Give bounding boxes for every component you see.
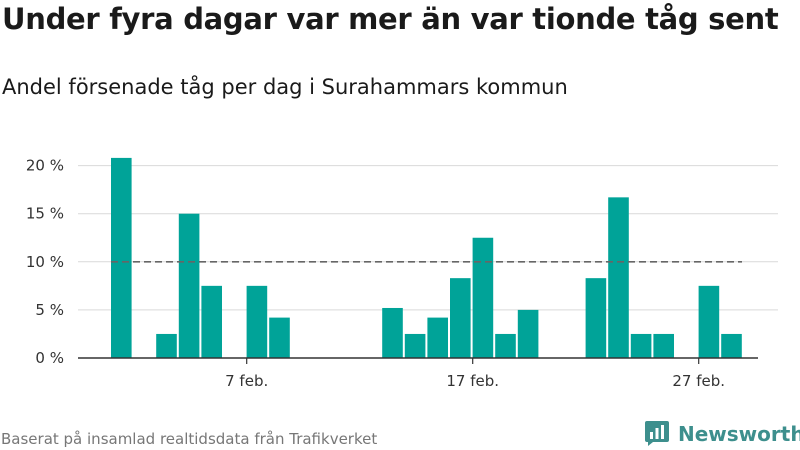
bar (653, 333, 674, 358)
bar (427, 317, 448, 358)
bar (382, 307, 403, 358)
bar (472, 237, 494, 358)
bar (450, 278, 471, 358)
bar (178, 213, 200, 358)
bar (156, 333, 177, 358)
bars (111, 157, 742, 358)
source-note: Baserat på insamlad realtidsdata från Tr… (1, 430, 378, 448)
y-tick-label: 5 % (35, 301, 64, 319)
y-axis-tick-labels: 0 % 5 % 10 % 15 % 20 % (26, 157, 64, 367)
bar (495, 333, 516, 358)
newsworthy-logo: Newsworthy (644, 420, 800, 447)
y-tick-label: 10 % (26, 253, 64, 271)
x-tick-label: 27 feb. (672, 372, 725, 390)
chart-title: Under fyra dagar var mer än var tionde t… (2, 2, 779, 36)
x-tick-label: 17 feb. (446, 372, 499, 390)
y-tick-label: 20 % (26, 157, 64, 175)
bar (269, 317, 290, 358)
bar (404, 333, 426, 358)
chart-subtitle: Andel försenade tåg per dag i Surahammar… (2, 75, 568, 99)
newsworthy-logo-text: Newsworthy (678, 421, 800, 446)
bar (630, 333, 652, 358)
bar (246, 285, 268, 358)
y-tick-label: 15 % (26, 205, 64, 223)
x-tick-label: 7 feb. (225, 372, 268, 390)
bar (698, 285, 720, 358)
newsworthy-logo-icon (645, 421, 669, 446)
bar (721, 333, 742, 358)
bar (517, 309, 539, 358)
x-axis-ticks: 7 feb. 17 feb. 27 feb. (225, 358, 725, 390)
y-tick-label: 0 % (35, 349, 64, 367)
bar (608, 197, 629, 358)
bar (585, 278, 607, 358)
bar (111, 157, 132, 358)
bar (201, 285, 222, 358)
bar-chart: 0 % 5 % 10 % 15 % 20 % 7 feb. 17 feb. 27 feb. (26, 157, 778, 390)
